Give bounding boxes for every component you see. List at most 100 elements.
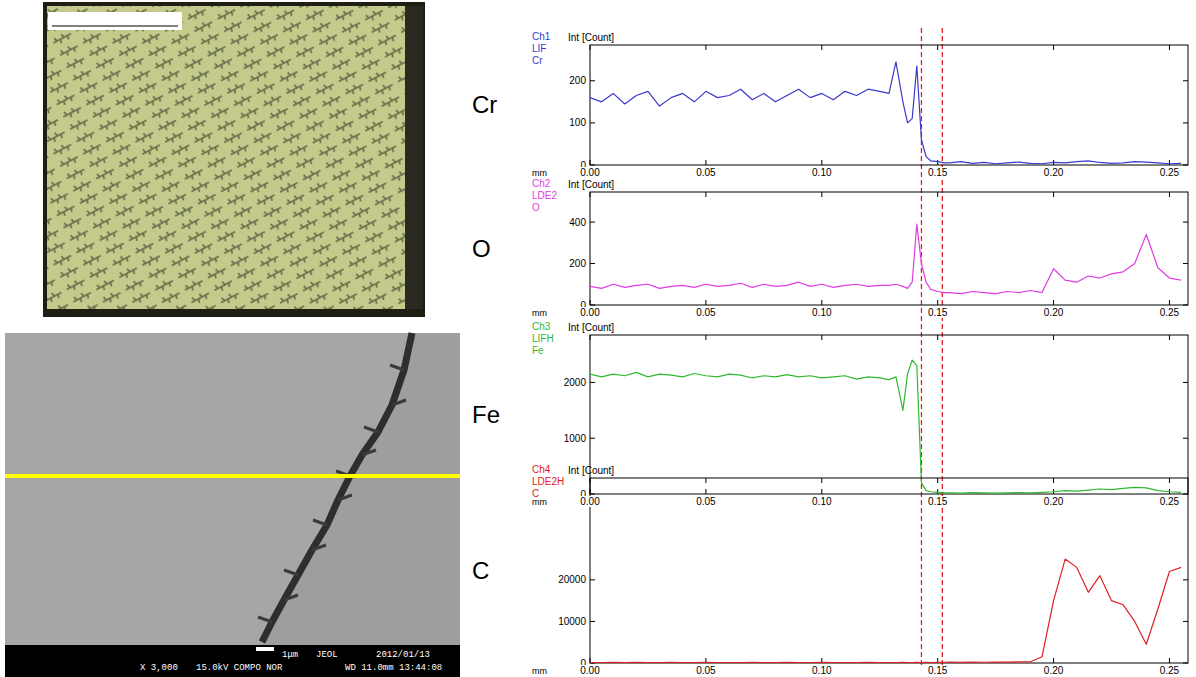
- x-tick: [1053, 335, 1054, 340]
- x-tick: [1169, 45, 1170, 50]
- y-tick-label: 1000: [564, 433, 587, 444]
- label-background: [811, 496, 833, 507]
- x-tick-label: 0.15: [928, 307, 948, 318]
- optical-edge: [405, 6, 423, 309]
- label-background: [1043, 496, 1065, 507]
- x-tick: [1053, 45, 1054, 50]
- channel-label: LIF: [532, 43, 546, 54]
- y-tick: [590, 382, 595, 383]
- x-tick-label: 0.05: [696, 496, 716, 507]
- data-group: [590, 559, 1181, 663]
- y-tick: [590, 494, 595, 495]
- profile-line: [590, 360, 1181, 493]
- x-tick-label: 0.05: [696, 665, 716, 676]
- chart-panel: OCh2LDE2OInt [Count]mm0200400: [472, 178, 1188, 318]
- y-tick: [590, 438, 595, 439]
- chart-panel: CrCh1LIFCrInt [Count]mm0100200: [472, 31, 1188, 178]
- sem-branch: [362, 450, 376, 455]
- x-tick: [1053, 300, 1054, 305]
- y-tick-label: 200: [569, 258, 586, 269]
- channel-label: Ch4: [532, 464, 551, 475]
- label-background: [927, 307, 949, 318]
- sem-label: WD 11.0mm 13:44:08: [345, 663, 442, 673]
- x-tick-label: 0.00: [580, 167, 600, 178]
- x-tick: [937, 160, 938, 165]
- x-tick: [590, 160, 591, 165]
- x-tick-label: 0.20: [1044, 307, 1064, 318]
- y-tick: [1183, 165, 1188, 166]
- x-tick: [821, 192, 822, 197]
- x-tick: [1053, 192, 1054, 197]
- sem-label: JEOL: [316, 650, 338, 660]
- x-tick: [821, 300, 822, 305]
- y-tick: [590, 305, 595, 306]
- x-tick: [821, 335, 822, 340]
- x-tick: [937, 300, 938, 305]
- x-tick-label: 0.00: [580, 496, 600, 507]
- x-tick: [1169, 335, 1170, 340]
- channel-label: LDE2H: [532, 476, 564, 487]
- x-tick: [821, 160, 822, 165]
- label-background: [579, 307, 601, 318]
- y-tick: [590, 579, 595, 580]
- sem-branch: [258, 617, 272, 622]
- sem-label: 2012/01/13: [376, 650, 430, 660]
- x-tick-label: 0.20: [1044, 167, 1064, 178]
- x-tick: [705, 300, 706, 305]
- x-tick: [705, 335, 706, 340]
- channel-label: Fe: [532, 345, 544, 356]
- x-tick: [937, 489, 938, 494]
- label-background: [579, 665, 601, 676]
- channel-label: Ch3: [532, 321, 551, 332]
- channel-label: LIFH: [532, 333, 554, 344]
- label-background: [811, 665, 833, 676]
- x-tick-label: 0.20: [1044, 496, 1064, 507]
- x-axis-title: mm: [532, 666, 547, 676]
- sem-info-bar: [5, 645, 460, 677]
- y-tick: [590, 263, 595, 264]
- plot-frame: [590, 478, 1188, 663]
- x-tick: [705, 192, 706, 197]
- label-background: [1159, 665, 1181, 676]
- sem-boundary: [262, 333, 412, 642]
- sem-branch: [313, 520, 327, 525]
- label-background: [695, 496, 717, 507]
- optical-field: [47, 6, 405, 309]
- label-background: [927, 167, 949, 178]
- y-tick-label: 400: [569, 217, 586, 228]
- label-background: [1159, 167, 1181, 178]
- sem-branch: [338, 495, 352, 500]
- y-tick: [1183, 305, 1188, 306]
- x-tick: [590, 478, 591, 483]
- y-tick-label: 2000: [564, 377, 587, 388]
- x-tick: [821, 478, 822, 483]
- label-background: [927, 665, 949, 676]
- x-tick: [937, 478, 938, 483]
- label-background: [579, 167, 601, 178]
- sem-branch: [390, 365, 404, 370]
- channel-label: Cr: [532, 55, 543, 66]
- y-tick: [1183, 263, 1188, 264]
- x-tick: [590, 192, 591, 197]
- y-tick: [590, 122, 595, 123]
- y-tick-label: 100: [569, 117, 586, 128]
- profile-line: [590, 62, 1181, 164]
- x-tick-label: 0.20: [1044, 665, 1064, 676]
- data-group: [590, 224, 1181, 293]
- x-tick: [590, 300, 591, 305]
- x-tick-label: 0.00: [580, 307, 600, 318]
- x-tick-label: 0.10: [812, 307, 832, 318]
- x-tick: [705, 489, 706, 494]
- label-background: [927, 496, 949, 507]
- y-axis-title: Int [Count]: [568, 32, 614, 43]
- panel-title: O: [472, 235, 491, 262]
- sem-branch: [284, 570, 298, 575]
- x-tick: [1053, 658, 1054, 663]
- reference-line: [942, 28, 943, 668]
- optical-scale-line: [52, 26, 178, 27]
- sem-label: 1μm: [282, 650, 298, 660]
- x-tick: [937, 192, 938, 197]
- sem-label: 15.0kV COMPO NOR: [196, 663, 283, 673]
- x-tick-label: 0.15: [928, 167, 948, 178]
- channel-label: O: [532, 202, 540, 213]
